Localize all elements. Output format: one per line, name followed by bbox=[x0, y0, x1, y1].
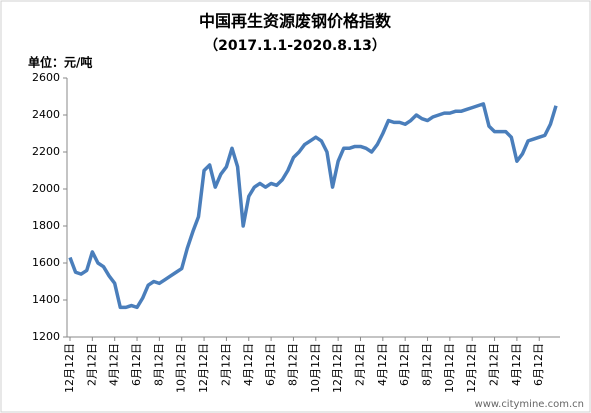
y-tick-label: 1600 bbox=[32, 256, 60, 269]
x-tick-label: 8月12日 bbox=[152, 343, 165, 386]
chart-title: 中国再生资源废钢价格指数 bbox=[199, 12, 392, 31]
x-tick-label: 12月12日 bbox=[63, 343, 76, 393]
x-tick-label: 6月12日 bbox=[398, 343, 411, 386]
x-tick-label: 10月12日 bbox=[443, 343, 456, 393]
x-tick-label: 4月12日 bbox=[510, 343, 523, 386]
y-tick-label: 2600 bbox=[32, 71, 60, 84]
y-tick-label: 1200 bbox=[32, 330, 60, 343]
x-tick-label: 12月12日 bbox=[331, 343, 344, 393]
x-tick-label: 6月12日 bbox=[532, 343, 545, 386]
x-tick-label: 4月12日 bbox=[242, 343, 255, 386]
x-tick-label: 2月12日 bbox=[353, 343, 366, 386]
watermark: www.citymine.com.cn bbox=[475, 399, 584, 410]
y-tick-label: 1800 bbox=[32, 219, 60, 232]
x-tick-label: 12月12日 bbox=[465, 343, 478, 393]
y-tick-label: 2400 bbox=[32, 108, 60, 121]
price-line bbox=[68, 102, 558, 310]
x-tick-label: 12月12日 bbox=[197, 343, 210, 393]
y-tick-label: 2200 bbox=[32, 145, 60, 158]
x-tick-label: 10月12日 bbox=[309, 343, 322, 393]
x-tick-label: 2月12日 bbox=[219, 343, 232, 386]
x-tick-label: 8月12日 bbox=[286, 343, 299, 386]
x-tick-label: 6月12日 bbox=[264, 343, 277, 386]
y-tick-label: 1400 bbox=[32, 293, 60, 306]
x-tick-label: 10月12日 bbox=[175, 343, 188, 393]
x-tick-label: 2月12日 bbox=[488, 343, 501, 386]
x-tick-label: 4月12日 bbox=[108, 343, 121, 386]
y-tick-label: 2000 bbox=[32, 182, 60, 195]
y-axis-label: 单位：元/吨 bbox=[28, 55, 92, 70]
x-tick-label: 6月12日 bbox=[130, 343, 143, 386]
x-tick-label: 2月12日 bbox=[85, 343, 98, 386]
x-tick-label: 4月12日 bbox=[376, 343, 389, 386]
x-tick-label: 8月12日 bbox=[421, 343, 434, 386]
chart-subtitle: （2017.1.1-2020.8.13） bbox=[204, 38, 386, 54]
